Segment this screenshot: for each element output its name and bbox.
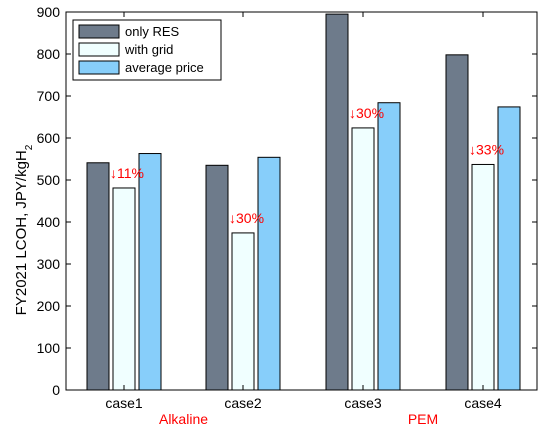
bars [86, 13, 521, 391]
y-tick-label: 500 [37, 172, 61, 188]
y-tick-label: 900 [37, 4, 61, 20]
bar-case1-only-RES [86, 162, 110, 391]
bar-case3-with-grid [351, 127, 375, 391]
x-tick-label-case4: case4 [464, 395, 502, 411]
reduction-label-case1: ↓11% [110, 165, 144, 181]
y-tick-label: 200 [37, 298, 61, 314]
plot-frame [65, 11, 538, 391]
reduction-label-case3: ↓30% [349, 105, 384, 121]
legend: only RES with grid average price [72, 19, 222, 81]
bar-case3-average-price [377, 102, 401, 391]
y-tick-label: 400 [37, 214, 61, 230]
legend-swatch-only-RES [78, 24, 120, 39]
y-tick-label: 700 [37, 88, 61, 104]
bar-case4-with-grid [471, 163, 495, 391]
bar-case1-with-grid [112, 187, 136, 391]
bar-case4-only-RES [445, 54, 469, 391]
reduction-label-case4: ↓33% [469, 141, 504, 157]
legend-swatch-with-grid [78, 42, 120, 57]
x-tick-label-case1: case1 [105, 395, 143, 411]
legend-label-average-price: average price [125, 60, 204, 75]
bar-case2-with-grid [231, 232, 255, 391]
legend-swatch-average-price [78, 60, 120, 75]
y-tick-label: 300 [37, 256, 61, 272]
y-tick-label: 100 [37, 340, 61, 356]
bar-case3-only-RES [325, 13, 349, 391]
y-tick-label: 800 [37, 46, 61, 62]
group-label-alkaline: Alkaline [159, 411, 208, 427]
y-axis-label: FY2021 LCOH, JPY/kgH2 [13, 144, 35, 315]
bar-case4-average-price [497, 106, 521, 391]
bar-case1-average-price [138, 153, 162, 391]
reduction-label-case2: ↓30% [229, 210, 264, 226]
annotations: ↓11% ↓30% ↓30% ↓33% [110, 105, 504, 226]
y-axis: 0 100 200 300 400 500 600 700 800 900 [37, 4, 537, 398]
x-tick-label-case3: case3 [344, 395, 382, 411]
bar-case2-average-price [257, 156, 281, 391]
y-tick-label: 600 [37, 130, 61, 146]
y-tick-label: 0 [52, 382, 60, 398]
group-label-pem: PEM [408, 411, 438, 427]
legend-label-with-grid: with grid [124, 42, 173, 57]
x-tick-label-case2: case2 [224, 395, 262, 411]
bar-case2-only-RES [205, 164, 229, 391]
legend-label-only-RES: only RES [125, 24, 180, 39]
x-axis: case1 case2 case3 case4 Alkaline PEM [105, 12, 502, 427]
